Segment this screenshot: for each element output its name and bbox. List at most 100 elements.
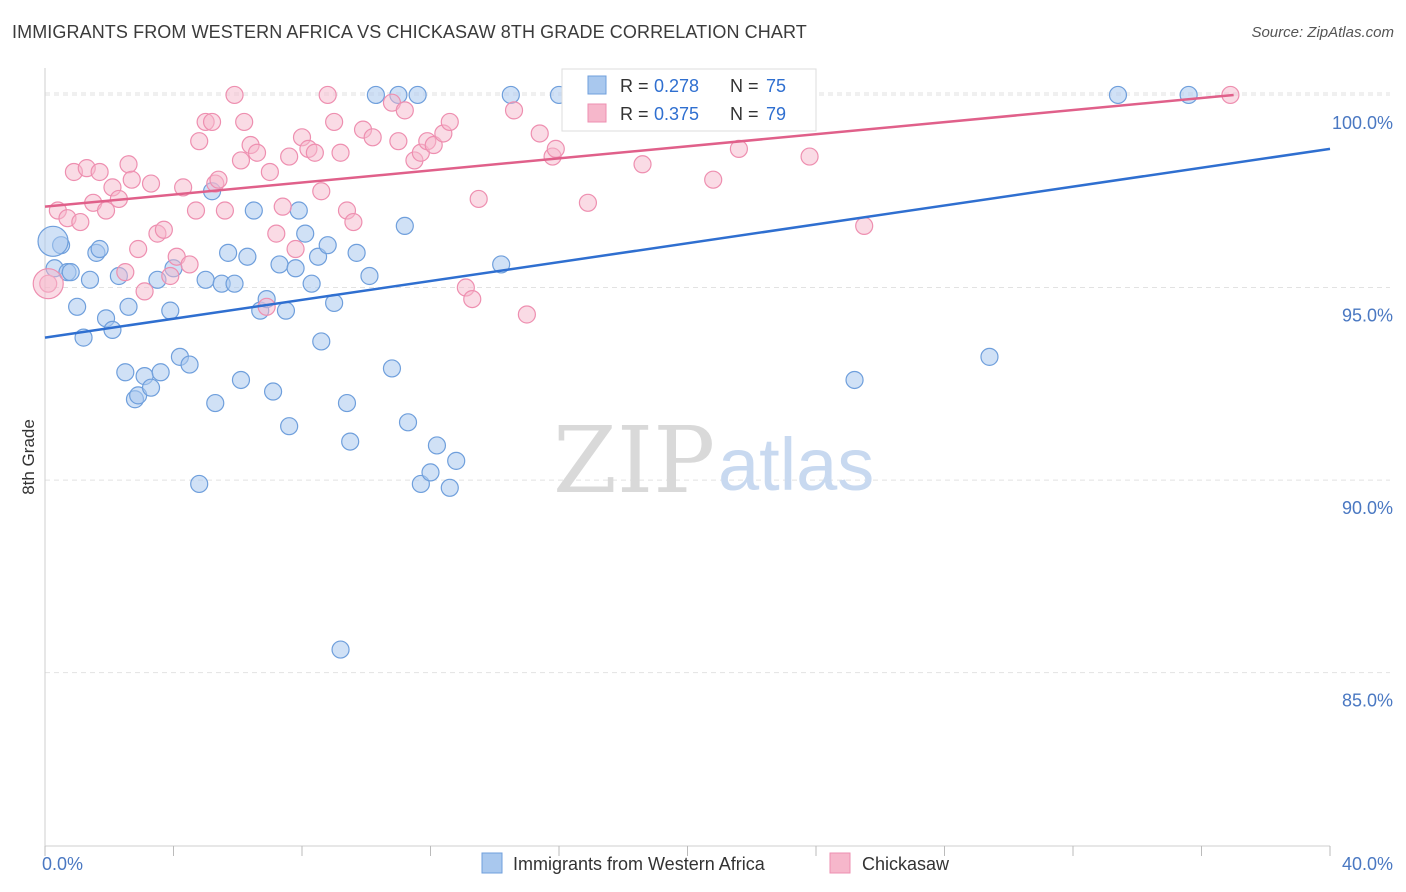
point-western-africa xyxy=(206,393,225,413)
point-western-africa xyxy=(312,332,331,351)
y-tick-labels: 85.0% 90.0% 95.0% 100.0% xyxy=(1332,113,1393,711)
point-western-africa xyxy=(280,417,299,436)
point-western-africa xyxy=(341,432,360,451)
watermark-atlas: atlas xyxy=(718,423,874,506)
point-chickasaw xyxy=(202,112,222,132)
point-chickasaw xyxy=(530,124,549,143)
point-chickasaw xyxy=(247,143,267,162)
point-chickasaw xyxy=(129,239,148,259)
point-western-africa xyxy=(219,243,238,262)
point-chickasaw xyxy=(141,174,161,193)
y-tick-label: 90.0% xyxy=(1342,498,1393,518)
point-chickasaw xyxy=(704,170,723,189)
y-tick-label: 95.0% xyxy=(1342,306,1393,326)
y-tick-label: 100.0% xyxy=(1332,113,1393,133)
point-western-africa xyxy=(196,270,215,289)
point-western-africa xyxy=(90,239,109,259)
point-chickasaw-cluster xyxy=(32,268,64,300)
point-western-africa xyxy=(161,301,180,320)
point-western-africa xyxy=(225,274,244,293)
point-western-africa xyxy=(238,247,257,266)
point-chickasaw xyxy=(463,289,482,309)
point-western-africa xyxy=(398,413,418,432)
legend-n-value-2: 79 xyxy=(766,104,786,124)
series-legend: Immigrants from Western Africa Chickasaw xyxy=(481,852,950,874)
point-western-africa xyxy=(80,270,100,289)
point-western-africa xyxy=(501,85,520,105)
point-chickasaw xyxy=(517,305,536,324)
point-western-africa xyxy=(119,297,138,316)
point-western-africa xyxy=(421,463,440,482)
point-chickasaw xyxy=(312,182,331,201)
point-western-africa xyxy=(447,451,466,470)
point-western-africa xyxy=(263,382,283,401)
point-western-africa xyxy=(366,85,385,105)
point-western-africa xyxy=(408,85,427,105)
point-chickasaw xyxy=(273,197,292,216)
correlation-legend: R = 0.278 N = 75 R = 0.375 N = 79 xyxy=(561,68,817,132)
point-western-africa xyxy=(180,355,199,374)
point-chickasaw xyxy=(154,220,173,239)
point-chickasaw xyxy=(389,132,408,151)
x-ticks xyxy=(44,846,1331,856)
point-western-africa xyxy=(440,478,459,497)
point-chickasaw xyxy=(318,85,337,105)
point-chickasaw xyxy=(578,193,598,212)
point-chickasaw xyxy=(855,216,874,236)
y-tick-label: 85.0% xyxy=(1342,691,1393,711)
legend-swatch-pink xyxy=(587,103,607,123)
point-western-africa xyxy=(337,393,357,413)
point-chickasaw xyxy=(280,147,299,166)
watermark-zip: ZIP xyxy=(553,407,715,514)
bottom-legend-swatch-pink xyxy=(829,852,851,874)
point-chickasaw xyxy=(800,147,819,166)
point-western-africa xyxy=(61,263,80,282)
point-chickasaw xyxy=(260,162,279,182)
point-western-africa xyxy=(427,436,447,455)
point-chickasaw xyxy=(90,162,109,182)
point-western-africa xyxy=(302,274,321,293)
point-chickasaw xyxy=(209,170,228,189)
point-western-africa-cluster xyxy=(37,225,69,257)
point-chickasaw xyxy=(119,155,138,174)
point-chickasaw xyxy=(395,101,414,120)
point-western-africa xyxy=(231,370,251,390)
point-chickasaw xyxy=(363,128,382,147)
point-western-africa xyxy=(1108,85,1128,105)
point-chickasaw xyxy=(116,263,135,282)
point-western-africa xyxy=(492,255,511,274)
point-chickasaw xyxy=(161,266,180,286)
point-chickasaw xyxy=(180,255,199,274)
point-chickasaw xyxy=(122,170,141,189)
x-tick-label-min: 0.0% xyxy=(42,854,83,874)
point-chickasaw xyxy=(174,178,193,197)
point-chickasaw xyxy=(215,201,234,220)
point-western-africa xyxy=(296,224,315,243)
point-chickasaw xyxy=(440,112,459,132)
trend-lines xyxy=(44,93,1331,339)
point-chickasaw xyxy=(331,143,350,162)
point-western-africa xyxy=(845,370,864,390)
legend-n-label-2: N = xyxy=(730,104,759,124)
point-chickasaw xyxy=(235,112,254,132)
point-western-africa xyxy=(289,201,308,220)
point-western-africa xyxy=(244,201,263,220)
point-western-africa xyxy=(331,640,350,659)
legend-n-label-1: N = xyxy=(730,76,759,96)
point-chickasaw xyxy=(325,112,344,132)
y-axis-label: 8th Grade xyxy=(19,419,38,495)
point-chickasaw xyxy=(267,224,286,243)
point-chickasaw xyxy=(286,239,305,259)
chart-title: IMMIGRANTS FROM WESTERN AFRICA VS CHICKA… xyxy=(12,22,807,42)
point-western-africa xyxy=(286,259,305,278)
bottom-legend-label-chickasaw: Chickasaw xyxy=(862,854,950,874)
point-western-africa xyxy=(141,378,161,397)
point-chickasaw xyxy=(546,139,565,158)
legend-r-value-1: 0.278 xyxy=(654,76,699,96)
point-western-africa xyxy=(270,255,289,274)
point-western-africa xyxy=(360,266,379,286)
point-western-africa xyxy=(276,301,296,320)
point-chickasaw xyxy=(186,201,206,220)
point-western-africa xyxy=(190,474,209,494)
